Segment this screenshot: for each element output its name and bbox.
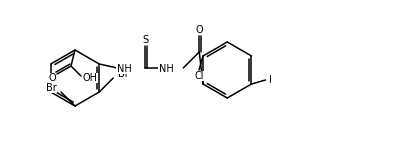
Text: Br: Br (46, 83, 56, 93)
Text: Cl: Cl (194, 71, 204, 81)
Text: Br: Br (118, 69, 129, 79)
Text: OH: OH (82, 73, 98, 83)
Text: NH: NH (117, 64, 132, 74)
Text: I: I (269, 75, 272, 85)
Text: O: O (196, 25, 203, 35)
Text: S: S (142, 35, 148, 45)
Text: O: O (48, 73, 56, 83)
Text: NH: NH (159, 64, 174, 74)
